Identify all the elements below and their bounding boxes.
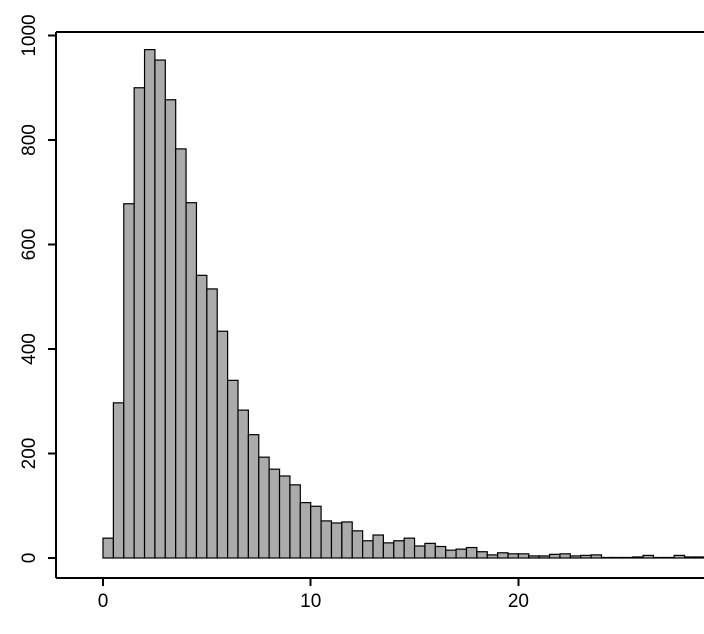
histogram-bar bbox=[590, 554, 603, 559]
histogram-bar bbox=[268, 468, 281, 559]
histogram-bar bbox=[580, 554, 592, 559]
histogram-bar bbox=[164, 99, 177, 559]
histogram-bar bbox=[258, 456, 270, 559]
y-tick-label: 0 bbox=[19, 553, 40, 564]
histogram-bar bbox=[569, 555, 582, 559]
histogram-bar bbox=[528, 555, 540, 559]
histogram-bar bbox=[632, 556, 644, 559]
histogram-bar bbox=[694, 556, 704, 559]
histogram-bar bbox=[330, 522, 343, 559]
histogram-bar bbox=[621, 556, 634, 559]
histogram-bar bbox=[154, 59, 166, 559]
x-tick-label: 0 bbox=[98, 591, 109, 612]
histogram-bar bbox=[497, 552, 509, 559]
histogram-bar bbox=[600, 556, 613, 559]
y-tick-label: 800 bbox=[19, 124, 40, 156]
histogram-bar bbox=[278, 475, 291, 559]
histogram-bar bbox=[434, 545, 447, 559]
histogram-bar bbox=[123, 203, 135, 559]
histogram-bar bbox=[362, 540, 374, 559]
histogram-bar bbox=[289, 484, 301, 559]
histogram-bar bbox=[424, 542, 436, 559]
histogram-bar bbox=[320, 520, 333, 559]
y-tick-label: 600 bbox=[19, 229, 40, 261]
histogram-bar bbox=[237, 409, 249, 559]
histogram-bar bbox=[382, 542, 395, 559]
histogram-bar bbox=[507, 553, 519, 559]
histogram-bar bbox=[227, 379, 239, 559]
histogram-bar bbox=[341, 521, 353, 559]
histogram-bar bbox=[517, 553, 530, 559]
histogram-bar bbox=[216, 330, 229, 559]
histogram-bar bbox=[206, 288, 218, 559]
histogram-bar bbox=[548, 553, 561, 559]
histogram-bar bbox=[185, 202, 198, 559]
histogram-bar bbox=[247, 434, 260, 559]
histogram-bar bbox=[393, 540, 405, 559]
histogram-bar bbox=[476, 551, 488, 559]
histogram-bar bbox=[413, 545, 426, 559]
histogram-bar bbox=[299, 502, 312, 559]
x-tick-label: 10 bbox=[300, 591, 321, 612]
y-tick-label: 200 bbox=[19, 438, 40, 470]
histogram-bar bbox=[445, 549, 457, 559]
histogram-bar bbox=[403, 537, 416, 559]
histogram-bar bbox=[642, 554, 655, 559]
y-tick-label: 400 bbox=[19, 333, 40, 365]
histogram-bar bbox=[559, 553, 571, 559]
histogram-bar bbox=[611, 556, 623, 559]
histogram-bar bbox=[310, 505, 322, 559]
histogram-bar bbox=[195, 274, 208, 559]
histogram-bars bbox=[102, 49, 704, 559]
y-tick-label: 1000 bbox=[19, 14, 40, 56]
x-tick-label: 20 bbox=[508, 591, 529, 612]
histogram-bar bbox=[538, 555, 551, 559]
histogram-bar bbox=[143, 49, 156, 559]
histogram-bar bbox=[102, 537, 114, 559]
histogram-bar bbox=[372, 534, 384, 559]
histogram-bar bbox=[673, 554, 686, 559]
histogram-bar bbox=[683, 556, 696, 559]
histogram-bar bbox=[663, 556, 675, 559]
histogram-bar bbox=[133, 87, 146, 559]
histogram-bar bbox=[465, 546, 478, 559]
histogram-bar bbox=[175, 148, 187, 559]
histogram-bar bbox=[652, 556, 665, 559]
histogram-bar bbox=[455, 548, 468, 559]
histogram-bar bbox=[486, 554, 499, 559]
histogram-bar bbox=[351, 530, 364, 559]
histogram-bar bbox=[112, 402, 125, 559]
